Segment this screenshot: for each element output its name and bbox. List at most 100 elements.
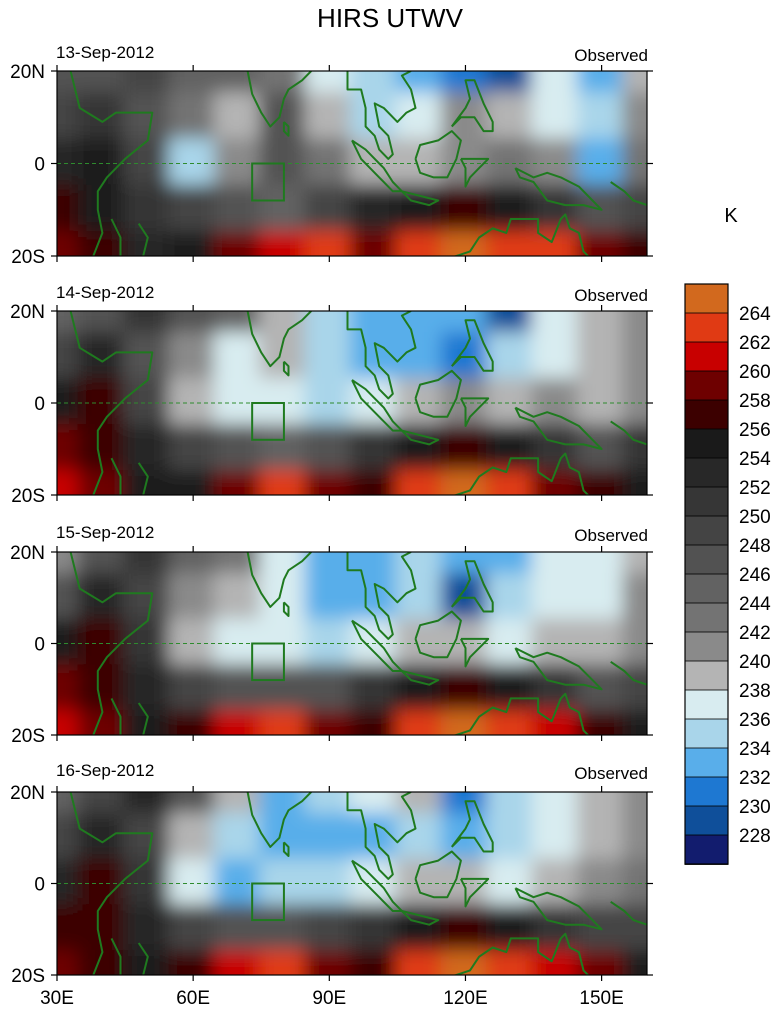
grid-cell bbox=[486, 904, 536, 955]
grid-cell bbox=[622, 311, 647, 336]
lat-tick-label: 0 bbox=[34, 875, 45, 896]
grid-cell bbox=[168, 184, 218, 235]
region-box bbox=[251, 642, 285, 682]
grid-cell bbox=[395, 230, 445, 256]
lat-tick-label: 0 bbox=[34, 155, 45, 176]
lat-tick-label: 0 bbox=[34, 394, 45, 415]
grid-cell bbox=[213, 424, 264, 474]
grid-cell bbox=[395, 470, 445, 495]
coastline bbox=[110, 697, 122, 735]
coastline bbox=[246, 71, 312, 128]
grid-cell bbox=[440, 424, 491, 474]
colorbar-swatch bbox=[684, 544, 729, 575]
grid-cell bbox=[350, 470, 400, 495]
panel-date: 14-Sep-2012 bbox=[56, 283, 154, 302]
coastlines bbox=[69, 552, 647, 735]
colorbar-swatch bbox=[684, 631, 729, 662]
grid-cell bbox=[77, 71, 128, 97]
grid-cell bbox=[350, 812, 400, 863]
grid-cell bbox=[77, 812, 128, 863]
grid-cell bbox=[486, 424, 536, 474]
grid-cell bbox=[57, 378, 82, 428]
grid-cell bbox=[304, 710, 354, 735]
grid-cell bbox=[576, 332, 627, 382]
coastline bbox=[282, 121, 290, 137]
grid-cell bbox=[350, 92, 400, 143]
grid-cell bbox=[350, 664, 400, 715]
colorbar-swatch bbox=[684, 747, 729, 778]
grid-cell bbox=[576, 311, 627, 336]
coastline bbox=[246, 792, 312, 848]
grid-cell bbox=[350, 950, 400, 975]
grid-cell bbox=[486, 710, 536, 735]
grid-cell bbox=[57, 618, 82, 669]
grid-cell bbox=[77, 552, 128, 577]
grid-cell bbox=[123, 184, 173, 235]
coastline bbox=[452, 213, 590, 256]
lon-tick-label: 150E bbox=[579, 988, 623, 1009]
grid-cell bbox=[57, 950, 82, 975]
lon-tick-label: 90E bbox=[312, 988, 346, 1009]
grid-cell bbox=[531, 552, 581, 577]
grid-cell bbox=[259, 71, 309, 97]
grid-cell bbox=[304, 71, 354, 97]
grid-cell bbox=[350, 710, 400, 735]
grid-cell bbox=[57, 710, 82, 735]
grid-cell bbox=[304, 812, 354, 863]
coastline bbox=[401, 429, 440, 446]
grid-cell bbox=[213, 311, 264, 336]
grid-cell bbox=[622, 332, 647, 382]
coastline bbox=[450, 560, 494, 613]
grid-cell bbox=[304, 311, 354, 336]
colorbar-swatch bbox=[684, 805, 729, 836]
grid-cell bbox=[350, 311, 400, 336]
grid-cell bbox=[304, 332, 354, 382]
grid-cell bbox=[57, 904, 82, 955]
coastline bbox=[452, 452, 590, 495]
grid-cell bbox=[576, 71, 627, 97]
grid-cell bbox=[77, 904, 128, 955]
utwv-field bbox=[57, 792, 647, 975]
coastline bbox=[414, 369, 462, 418]
grid-cell bbox=[168, 230, 218, 256]
region-box bbox=[251, 402, 285, 441]
colorbar-label: 246 bbox=[739, 565, 771, 586]
grid-cell bbox=[304, 92, 354, 143]
grid-cell bbox=[395, 710, 445, 735]
grid-cell bbox=[531, 311, 581, 336]
lat-tick-label: 20S bbox=[11, 247, 45, 268]
grid-cell bbox=[486, 950, 536, 975]
colorbar-swatch bbox=[684, 486, 729, 517]
grid-cell bbox=[213, 230, 264, 256]
grid-cell bbox=[168, 710, 218, 735]
coastline bbox=[450, 800, 494, 853]
grid-cell bbox=[213, 552, 264, 577]
grid-cell bbox=[486, 71, 536, 97]
grid-cell bbox=[622, 812, 647, 863]
grid-cell bbox=[77, 664, 128, 715]
units-label: K bbox=[724, 205, 738, 227]
coastline bbox=[460, 157, 490, 188]
grid-cell bbox=[440, 184, 491, 235]
coastline bbox=[69, 552, 154, 735]
colorbar-label: 252 bbox=[739, 478, 771, 499]
coastline bbox=[452, 932, 590, 975]
colorbar-swatch bbox=[684, 457, 729, 488]
colorbar-swatch bbox=[684, 370, 729, 401]
grid-cell bbox=[304, 950, 354, 975]
region-box bbox=[251, 162, 285, 202]
map-plot bbox=[57, 792, 647, 975]
lat-tick-label: 20N bbox=[10, 783, 45, 804]
grid-cell bbox=[57, 470, 82, 495]
grid-cell bbox=[304, 424, 354, 474]
grid-cell bbox=[395, 572, 445, 623]
panel-label-observed: Observed bbox=[574, 526, 648, 545]
lon-tick-label: 120E bbox=[443, 988, 487, 1009]
coastline bbox=[414, 610, 462, 659]
panel-label-observed: Observed bbox=[574, 46, 648, 65]
lat-tick-label: 20N bbox=[10, 543, 45, 564]
coastline bbox=[514, 887, 603, 931]
colorbar-label: 240 bbox=[739, 652, 771, 673]
colorbar: 264 262 260 258 256 254 252 250 248 246 244 242 240 2… bbox=[684, 283, 771, 865]
grid-cell bbox=[259, 552, 309, 577]
